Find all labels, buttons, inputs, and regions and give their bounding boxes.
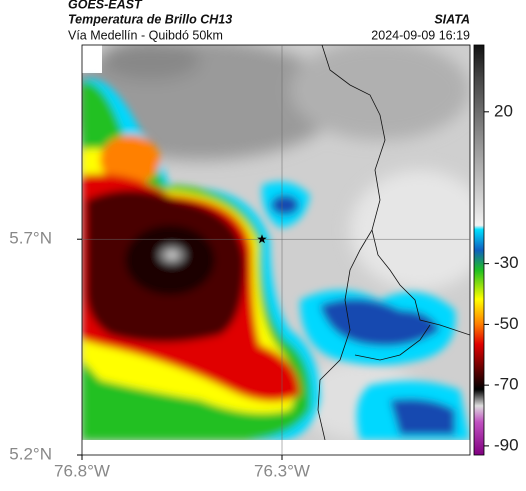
boundaries (317, 45, 470, 440)
org: SIATA (434, 12, 470, 26)
colorbar (473, 44, 485, 456)
source: GOES-EAST (68, 0, 143, 11)
colorbar-tick-label: 20 (494, 101, 513, 120)
lat-tick-label: 5.2°N (9, 444, 52, 463)
lon-tick-label: 76.8°W (54, 461, 110, 480)
colorbar-tick-label: -90 (494, 435, 519, 454)
colorbar-tick-label: -70 (494, 375, 519, 394)
map-frame (81, 44, 471, 456)
lat-tick-label: 5.7°N (9, 229, 52, 248)
title: Temperatura de Brillo CH13 (68, 12, 232, 26)
colorbar-tick-label: -50 (494, 314, 519, 333)
location-marker (257, 234, 267, 244)
colorbar-tick-label: -30 (494, 253, 519, 272)
subtitle: Vía Medellín - Quibdó 50km (68, 28, 223, 42)
lon-tick-label: 76.3°W (254, 461, 310, 480)
satellite-image (82, 45, 470, 440)
datetime: 2024-09-09 16:19 (371, 28, 470, 42)
